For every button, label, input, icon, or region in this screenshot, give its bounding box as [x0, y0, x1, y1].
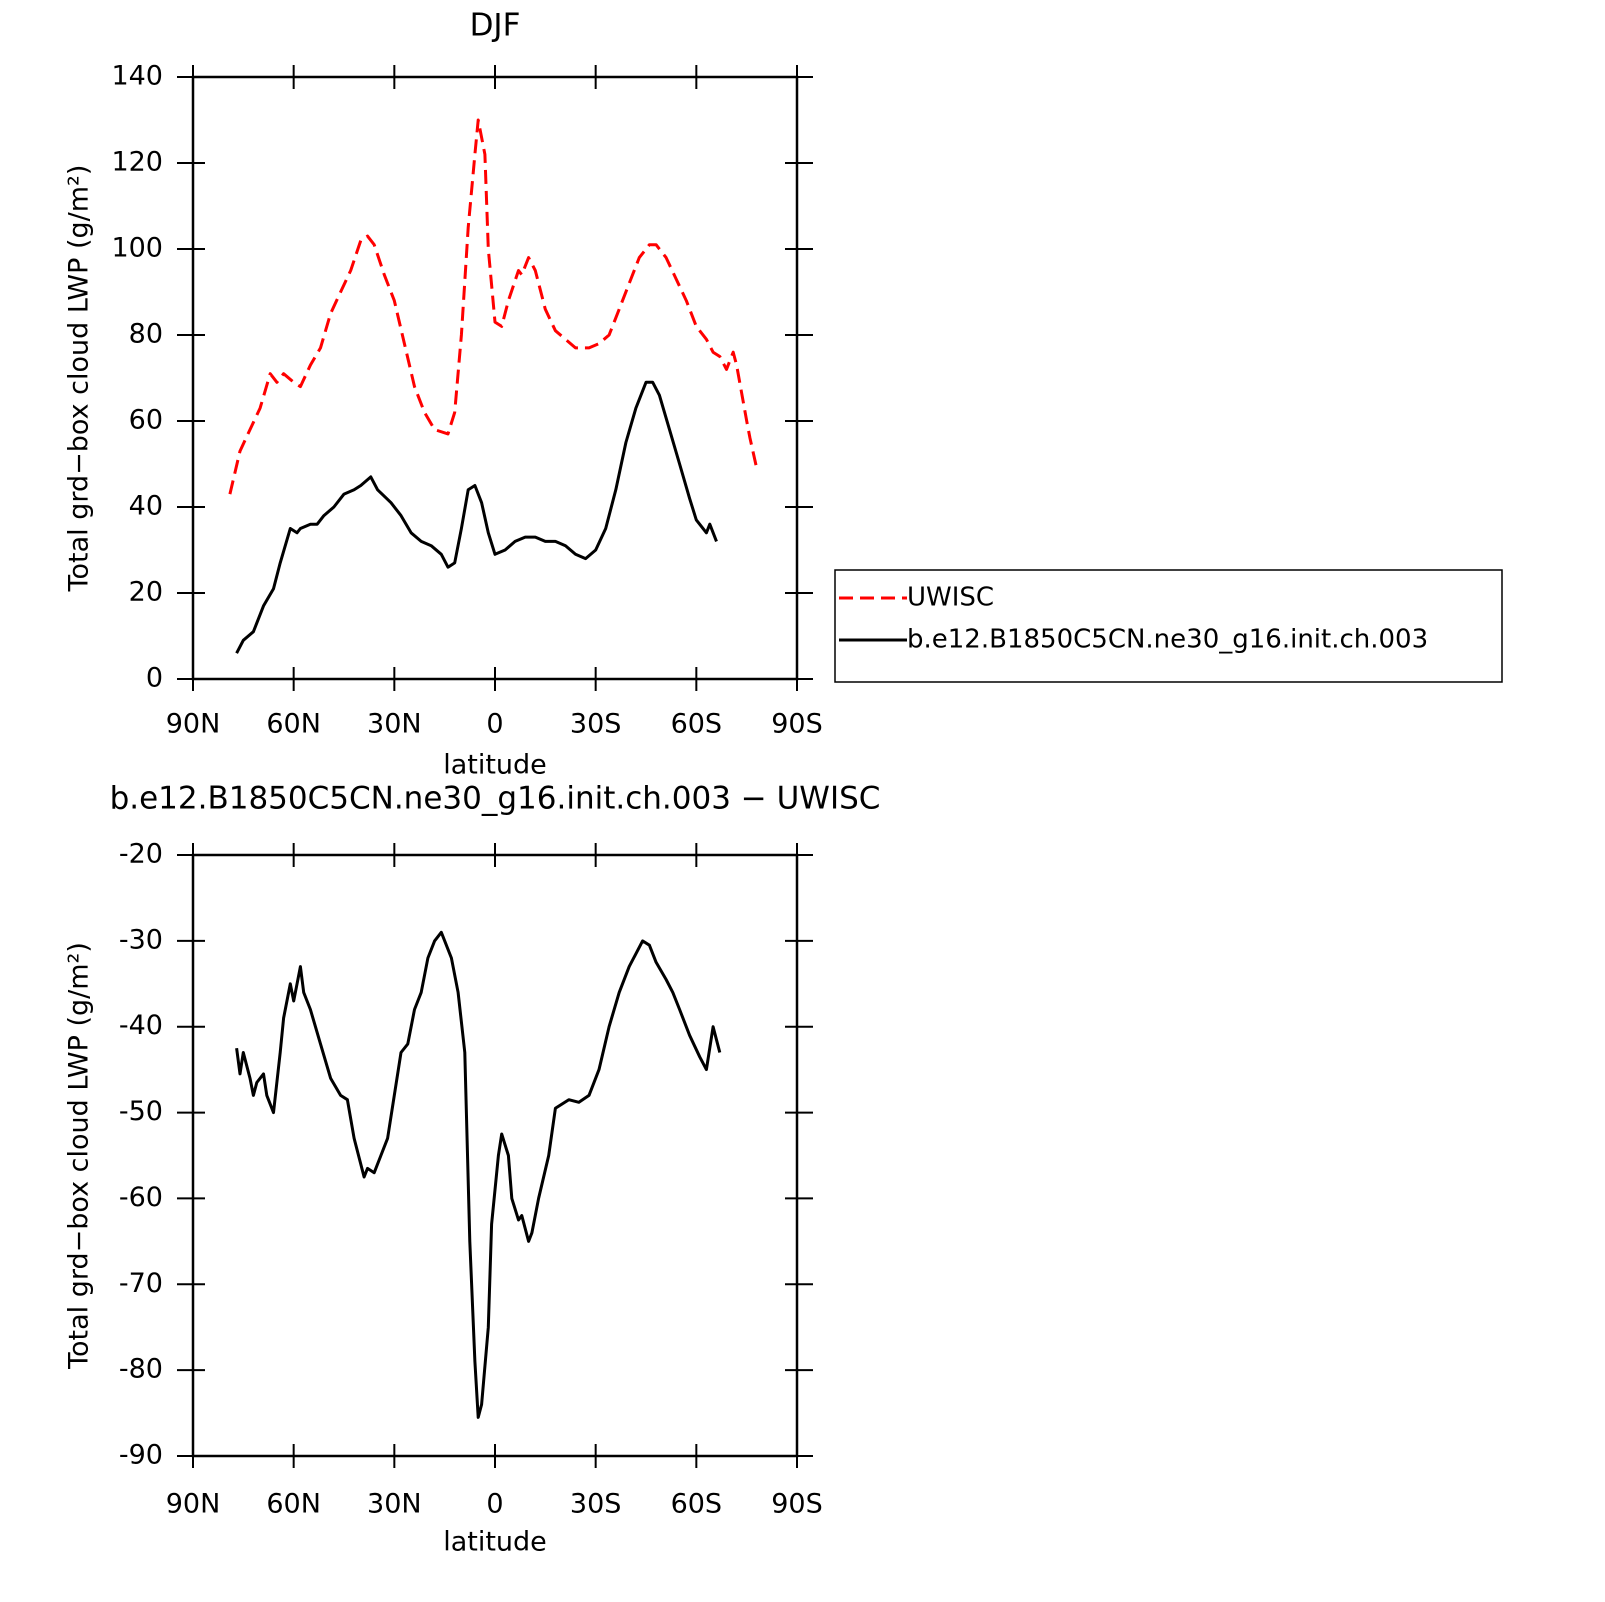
- y-tick-label: -60: [119, 1182, 163, 1213]
- legend-label: UWISC: [907, 583, 994, 613]
- y-tick-label: 60: [129, 405, 163, 436]
- y-tick-label: -20: [119, 839, 163, 870]
- data-line: [235, 380, 718, 654]
- chart-title: DJF: [470, 8, 521, 44]
- x-tick-label: 60S: [671, 709, 723, 740]
- x-tick-label: 90S: [771, 709, 823, 740]
- y-tick-label: 120: [111, 147, 163, 178]
- legend-label: b.e12.B1850C5CN.ne30_g16.init.ch.003: [907, 625, 1428, 655]
- x-tick-label: 90N: [166, 1489, 221, 1520]
- chart-title: b.e12.B1850C5CN.ne30_g16.init.ch.003 − U…: [110, 781, 881, 817]
- y-axis-label: Total grd−box cloud LWP (g/m²): [64, 165, 95, 593]
- data-line: [228, 118, 759, 495]
- x-tick-label: 30S: [570, 1489, 622, 1520]
- x-tick-label: 60S: [671, 1489, 723, 1520]
- y-tick-label: -90: [119, 1440, 163, 1471]
- plot-frame: [191, 853, 799, 1458]
- x-tick-label: 90N: [166, 709, 221, 740]
- x-tick-label: 0: [486, 709, 503, 740]
- y-tick-label: -30: [119, 924, 163, 955]
- y-tick-label: -70: [119, 1268, 163, 1299]
- x-tick-label: 60N: [266, 1489, 321, 1520]
- y-tick-label: 100: [111, 233, 163, 264]
- y-tick-label: 20: [129, 577, 163, 608]
- y-axis-label: Total grd−box cloud LWP (g/m²): [64, 942, 95, 1370]
- plot-frame: [191, 75, 799, 681]
- y-tick-label: 80: [129, 319, 163, 350]
- legend-box: [834, 569, 1503, 683]
- x-tick-label: 30N: [367, 1489, 422, 1520]
- x-axis-label: latitude: [443, 1527, 547, 1558]
- y-tick-label: -80: [119, 1354, 163, 1385]
- x-axis-label: latitude: [443, 750, 547, 781]
- x-tick-label: 30S: [570, 709, 622, 740]
- data-line: [235, 930, 722, 1419]
- x-tick-label: 60N: [266, 709, 321, 740]
- y-tick-label: 140: [111, 61, 163, 92]
- x-tick-label: 90S: [771, 1489, 823, 1520]
- y-tick-label: -50: [119, 1096, 163, 1127]
- x-tick-label: 0: [486, 1489, 503, 1520]
- y-tick-label: 0: [146, 663, 163, 694]
- y-tick-label: 40: [129, 491, 163, 522]
- x-tick-label: 30N: [367, 709, 422, 740]
- y-tick-label: -40: [119, 1010, 163, 1041]
